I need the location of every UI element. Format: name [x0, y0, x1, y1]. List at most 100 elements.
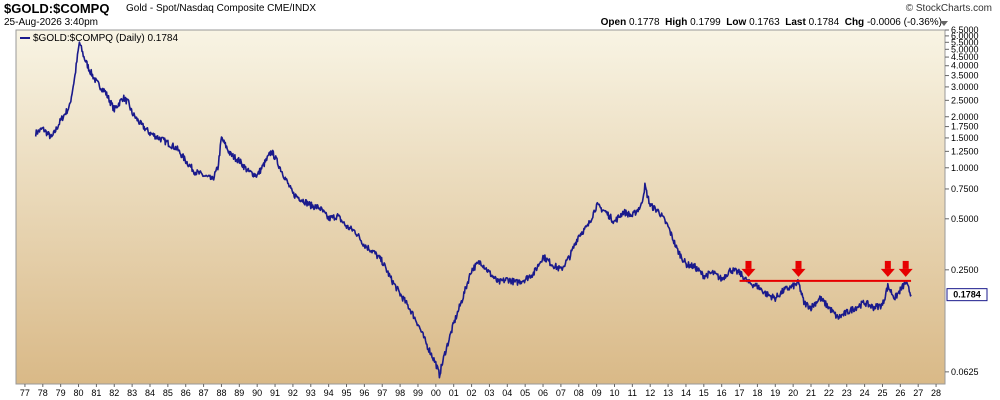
down-arrow-head	[791, 268, 806, 277]
legend-label: $GOLD:$COMPQ (Daily) 0.1784	[33, 33, 178, 44]
x-tick-label: 91	[270, 388, 280, 398]
symbol-title: $GOLD:$COMPQ	[4, 1, 110, 16]
series-line	[34, 41, 912, 379]
last-value: 0.1784	[808, 17, 840, 28]
x-tick-label: 14	[681, 388, 691, 398]
x-tick-label: 13	[663, 388, 673, 398]
x-tick-label: 08	[574, 388, 584, 398]
x-tick-label: 00	[431, 388, 441, 398]
x-tick-label: 78	[38, 388, 48, 398]
x-tick-label: 27	[913, 388, 923, 398]
y-tick-label: 1.7500	[951, 122, 979, 132]
last-value-label: 0.1784	[953, 290, 981, 300]
y-axis: 6.50006.00005.50005.00004.50004.00003.50…	[945, 25, 979, 377]
x-tick-label: 90	[252, 388, 262, 398]
y-tick-label: 3.0000	[951, 82, 979, 92]
x-tick-label: 96	[359, 388, 369, 398]
down-arrow-shaft	[745, 260, 752, 269]
y-tick-label: 0.5000	[951, 214, 979, 224]
x-tick-label: 83	[127, 388, 137, 398]
symbol-description: Gold - Spot/Nasdaq Composite CME/INDX	[126, 3, 317, 14]
brand-label: © StockCharts.com	[905, 3, 992, 14]
x-tick-label: 03	[484, 388, 494, 398]
x-tick-label: 99	[413, 388, 423, 398]
x-tick-label: 19	[770, 388, 780, 398]
last-label: Last	[785, 17, 806, 28]
x-tick-label: 26	[895, 388, 905, 398]
x-tick-label: 92	[288, 388, 298, 398]
x-tick-label: 85	[163, 388, 173, 398]
x-tick-label: 10	[609, 388, 619, 398]
x-tick-label: 20	[788, 388, 798, 398]
down-arrow-icon	[741, 260, 756, 277]
x-tick-label: 05	[520, 388, 530, 398]
x-tick-label: 22	[824, 388, 834, 398]
x-tick-label: 25	[877, 388, 887, 398]
down-arrow-shaft	[884, 260, 891, 269]
x-tick-label: 02	[467, 388, 477, 398]
down-arrow-icon	[898, 260, 913, 277]
y-tick-label: 2.0000	[951, 112, 979, 122]
x-tick-label: 28	[931, 388, 941, 398]
x-tick-label: 17	[735, 388, 745, 398]
down-arrow-head	[741, 268, 756, 277]
x-tick-label: 11	[628, 388, 637, 398]
down-arrow-icon	[880, 260, 895, 277]
chart-date: 25-Aug-2026 3:40pm	[4, 17, 98, 28]
down-arrow-shaft	[795, 260, 802, 269]
x-tick-label: 01	[449, 388, 459, 398]
series-layer	[34, 41, 912, 379]
y-tick-label: 4.0000	[951, 61, 979, 71]
x-tick-label: 94	[324, 388, 334, 398]
y-tick-label: 0.7500	[951, 184, 979, 194]
x-tick-label: 06	[538, 388, 548, 398]
y-tick-label: 0.0625	[951, 367, 979, 377]
x-tick-label: 15	[699, 388, 709, 398]
y-tick-label: 2.5000	[951, 95, 979, 105]
x-tick-label: 09	[592, 388, 602, 398]
plot-area	[15, 29, 946, 385]
x-tick-label: 97	[377, 388, 387, 398]
x-tick-label: 07	[556, 388, 566, 398]
x-tick-label: 12	[645, 388, 655, 398]
x-tick-label: 82	[109, 388, 119, 398]
chevron-down-icon[interactable]	[940, 21, 948, 26]
x-tick-label: 89	[234, 388, 244, 398]
x-tick-label: 79	[56, 388, 66, 398]
chg-value: -0.0006 (-0.36%)	[866, 17, 942, 28]
y-tick-label: 6.0000	[951, 31, 979, 41]
low-label: Low	[726, 17, 747, 28]
x-tick-label: 87	[199, 388, 209, 398]
x-tick-label: 24	[860, 388, 870, 398]
x-tick-label: 84	[145, 388, 155, 398]
low-value: 0.1763	[749, 17, 780, 28]
x-tick-label: 93	[306, 388, 316, 398]
legend: $GOLD:$COMPQ (Daily) 0.1784	[20, 33, 178, 44]
y-tick-label: 6.5000	[951, 25, 979, 35]
y-tick-label: 4.5000	[951, 52, 979, 62]
x-tick-label: 98	[395, 388, 405, 398]
x-tick-label: 86	[181, 388, 191, 398]
chg-label: Chg	[844, 17, 865, 28]
x-tick-label: 81	[91, 388, 101, 398]
x-tick-label: 77	[20, 388, 30, 398]
y-tick-label: 1.5000	[951, 133, 979, 143]
x-tick-label: 21	[806, 388, 816, 398]
y-tick-label: 1.2500	[951, 146, 979, 156]
x-tick-label: 23	[842, 388, 852, 398]
x-axis: 77 78 79 80 81 82 83 84 85 86 87 88 89 90 91 92 93 94 95 96…	[20, 384, 941, 398]
last-value-box	[946, 288, 988, 302]
down-arrow-icon	[791, 260, 806, 277]
y-tick-label: 3.5000	[951, 71, 979, 81]
y-tick-label: 5.0000	[951, 44, 979, 54]
down-arrow-head	[880, 268, 895, 277]
chart-header: $GOLD:$COMPQ Gold - Spot/Nasdaq Composit…	[0, 0, 1000, 30]
ohlc-readout: Open 0.1778 High 0.1799 Low 0.1763 Last …	[601, 17, 942, 28]
y-tick-label: 0.2500	[951, 265, 979, 275]
y-tick-label: 1.0000	[951, 163, 979, 173]
y-tick-label: 5.5000	[951, 37, 979, 47]
down-arrow-head	[898, 268, 913, 277]
high-value: 0.1799	[690, 17, 721, 28]
x-tick-label: 80	[74, 388, 84, 398]
